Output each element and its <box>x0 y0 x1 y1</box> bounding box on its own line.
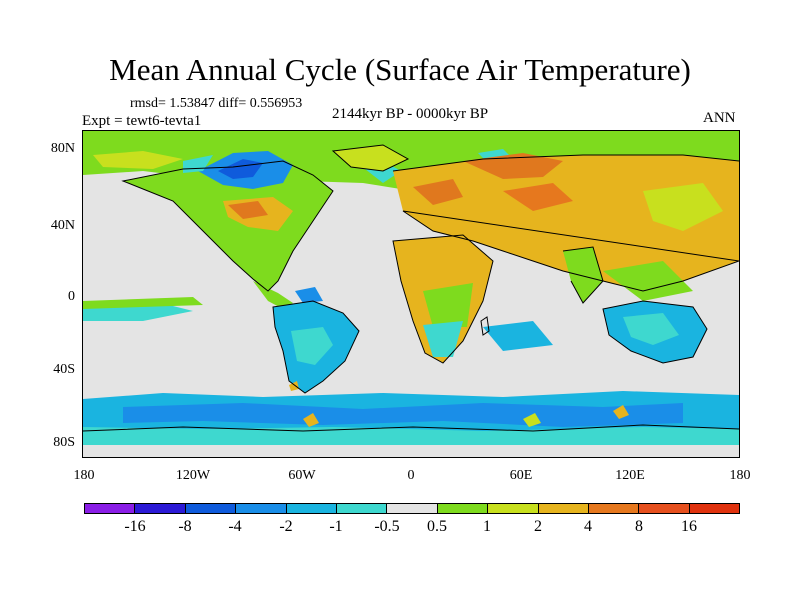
colorbar-cell <box>437 504 489 513</box>
southern-ocean-cool <box>83 427 739 445</box>
x-tick-60w: 60W <box>288 468 316 483</box>
colorbar-label: -8 <box>178 518 192 535</box>
x-tick-0: 0 <box>407 468 415 483</box>
east-asia-mild <box>643 183 723 231</box>
southern-ocean-cold <box>123 403 683 427</box>
x-tick-180w: 180 <box>73 468 95 483</box>
canada-very-cold <box>218 159 263 179</box>
colorbar-cell <box>236 504 287 513</box>
southern-africa-cool <box>423 321 463 357</box>
coast-india <box>562 246 604 304</box>
south-america-cool <box>291 327 333 365</box>
x-tick-120e: 120E <box>615 468 645 483</box>
coastlines <box>83 144 739 432</box>
y-tick-80s: 80S <box>53 435 75 450</box>
colorbar-cell <box>488 504 539 513</box>
falklands-warm <box>289 381 299 391</box>
colorbar-label: 1 <box>483 518 491 535</box>
south-america-cold <box>295 287 323 303</box>
arctic-band <box>83 131 739 191</box>
eurasia <box>393 155 739 291</box>
india <box>563 247 603 303</box>
season-label: ANN <box>703 110 736 126</box>
x-tick-180e: 180 <box>729 468 751 483</box>
southeast-asia-mild <box>603 261 693 301</box>
greenland <box>333 145 408 171</box>
colorbar-cell <box>286 504 337 513</box>
coast-greenland <box>331 144 410 172</box>
coast-antarctica <box>83 424 739 432</box>
period-label: 2144kyr BP - 0000kyr BP <box>331 106 489 122</box>
colorbar-cell <box>85 504 136 513</box>
x-tick-60e: 60E <box>509 468 533 483</box>
coast-south-america <box>272 300 360 394</box>
north-america <box>123 161 333 291</box>
x-tick-120w: 120W <box>175 468 211 483</box>
coast-eurasia <box>392 154 739 292</box>
y-tick-40n: 40N <box>50 218 75 233</box>
colorbar-cell <box>538 504 589 513</box>
stats-line: rmsd= 1.53847 diff= 0.556953 <box>130 96 303 111</box>
indian-ocean-cool <box>483 321 553 351</box>
colorbar-label: -16 <box>124 518 146 535</box>
colorbar-label: 8 <box>635 518 643 535</box>
colorbar-label: 4 <box>584 518 592 535</box>
asia-hot <box>503 183 573 211</box>
pacific-warm-strip <box>83 297 203 309</box>
colorbar-label: -1 <box>329 518 343 535</box>
coast-australia <box>602 300 708 364</box>
central-america <box>253 281 293 309</box>
antarctica-warm-spot-1 <box>303 413 319 427</box>
figure-title: Mean Annual Cycle (Surface Air Temperatu… <box>109 52 691 87</box>
colorbar-cell <box>135 504 186 513</box>
colorbar-cell <box>387 504 438 513</box>
y-tick-80n: 80N <box>50 141 75 156</box>
colorbar-label: -4 <box>228 518 242 535</box>
colorbar-label: -2 <box>279 518 293 535</box>
y-tick-0: 0 <box>68 289 75 304</box>
experiment-label: Expt = tewt6-tevta1 <box>82 113 202 129</box>
colorbar-cell <box>639 504 690 513</box>
siberia-hot <box>463 153 563 179</box>
colorbar-cell <box>336 504 388 513</box>
antarctica-warm-spot-2 <box>613 405 629 419</box>
colorbar-label: 2 <box>534 518 542 535</box>
colorbar-label: -0.5 <box>374 518 400 535</box>
colorbar-cell <box>689 504 740 513</box>
y-tick-40s: 40S <box>53 362 75 377</box>
coast-africa <box>392 234 494 364</box>
australia-cool <box>623 313 679 345</box>
north-america-hot <box>228 201 268 219</box>
coast-madagascar <box>480 316 490 336</box>
antarctica-coast-band <box>83 445 739 457</box>
antarctica-warm-spot-3 <box>523 413 541 427</box>
arctic-yellow-patch <box>93 151 183 169</box>
colorbar <box>84 503 740 514</box>
colorbar-label: 16 <box>681 518 697 535</box>
coast-north-america <box>121 160 334 292</box>
colorbar-cell <box>185 504 237 513</box>
europe-hot <box>413 179 463 205</box>
temperature-difference-map <box>82 130 740 458</box>
colorbar-cell <box>588 504 640 513</box>
colorbar-label: 0.5 <box>427 518 447 535</box>
africa-mild <box>423 283 473 327</box>
